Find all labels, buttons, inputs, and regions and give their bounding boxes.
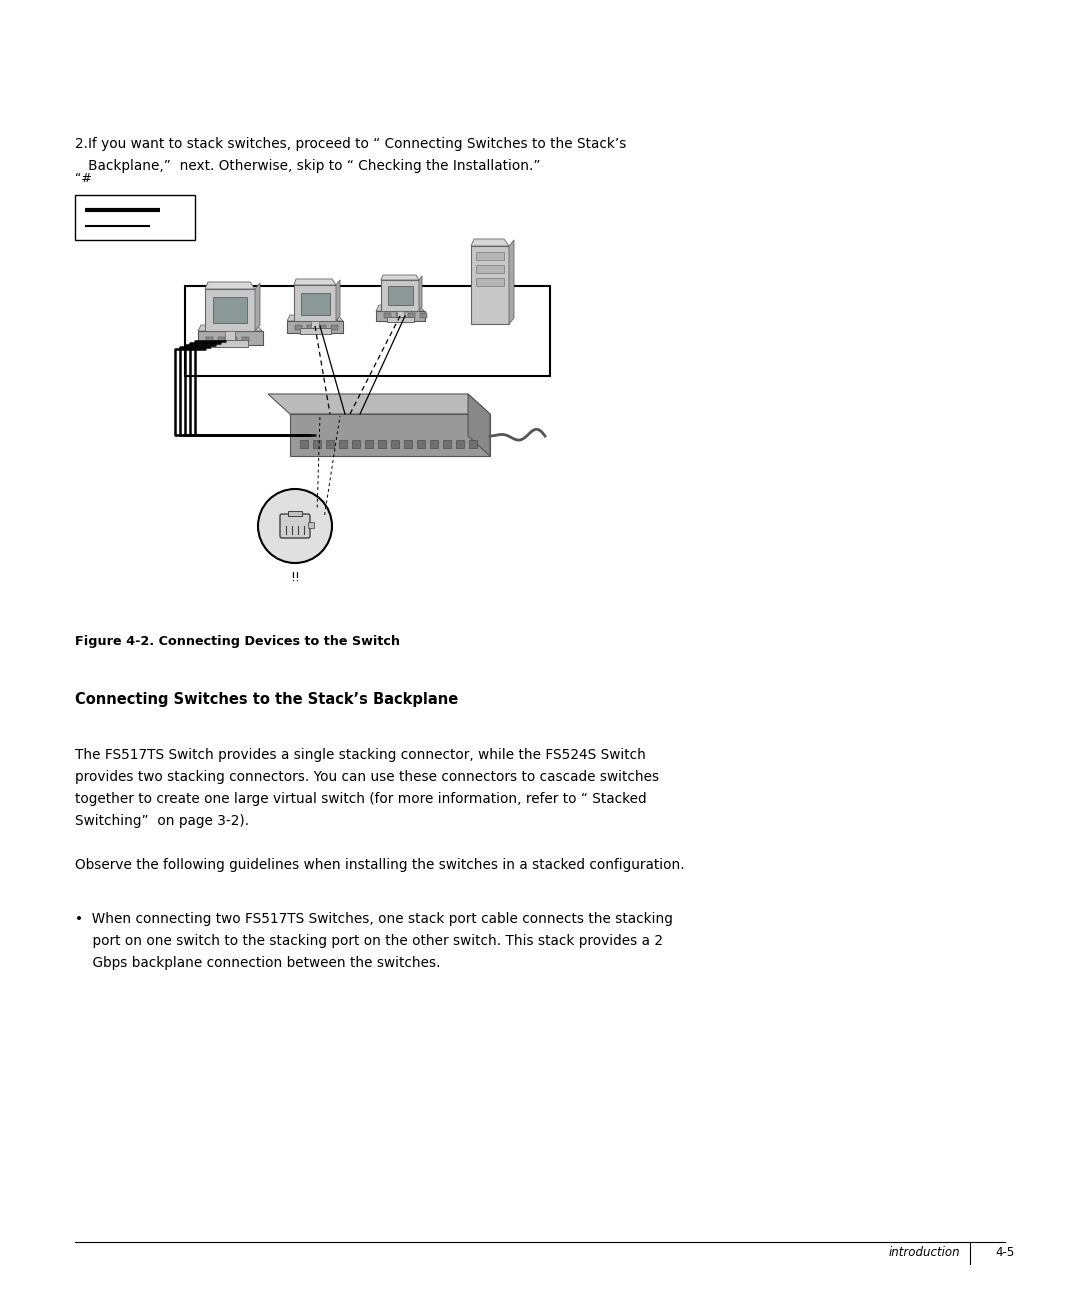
Circle shape xyxy=(258,489,332,562)
Bar xyxy=(213,297,247,323)
Bar xyxy=(295,325,302,330)
Bar xyxy=(456,441,464,448)
FancyBboxPatch shape xyxy=(205,289,255,330)
Bar xyxy=(319,325,326,330)
Polygon shape xyxy=(509,240,514,324)
Bar xyxy=(396,314,403,318)
Text: !!: !! xyxy=(291,572,300,584)
Polygon shape xyxy=(336,280,340,321)
Bar xyxy=(212,340,248,347)
Bar xyxy=(476,264,504,273)
FancyBboxPatch shape xyxy=(294,285,337,321)
Bar xyxy=(391,441,399,448)
Bar xyxy=(378,441,386,448)
Polygon shape xyxy=(268,394,490,413)
Bar xyxy=(352,441,360,448)
FancyBboxPatch shape xyxy=(280,515,310,538)
Text: “#: “# xyxy=(75,172,92,185)
Bar xyxy=(469,441,477,448)
Polygon shape xyxy=(381,275,419,280)
Polygon shape xyxy=(419,276,422,311)
Text: Figure 4-2. Connecting Devices to the Switch: Figure 4-2. Connecting Devices to the Sw… xyxy=(75,635,400,648)
FancyBboxPatch shape xyxy=(381,280,419,311)
Text: Backplane,”  next. Otherwise, skip to “ Checking the Installation.”: Backplane,” next. Otherwise, skip to “ C… xyxy=(75,159,540,172)
Text: introduction: introduction xyxy=(889,1245,960,1258)
Bar xyxy=(300,328,330,334)
Bar xyxy=(339,441,347,448)
Bar xyxy=(388,286,413,305)
Bar xyxy=(230,337,237,342)
Bar xyxy=(404,441,411,448)
Bar xyxy=(420,314,427,318)
Polygon shape xyxy=(185,286,550,376)
Bar xyxy=(326,441,334,448)
Text: Connecting Switches to the Stack’s Backplane: Connecting Switches to the Stack’s Backp… xyxy=(75,692,458,708)
Text: •  When connecting two FS517TS Switches, one stack port cable connects the stack: • When connecting two FS517TS Switches, … xyxy=(75,912,673,927)
Polygon shape xyxy=(376,305,424,311)
Polygon shape xyxy=(205,283,255,289)
Polygon shape xyxy=(468,394,490,456)
Bar xyxy=(300,441,308,448)
Bar xyxy=(225,330,235,340)
Polygon shape xyxy=(198,325,262,330)
Bar xyxy=(417,441,426,448)
Bar xyxy=(471,246,509,324)
Bar xyxy=(408,314,415,318)
Polygon shape xyxy=(471,238,509,246)
Polygon shape xyxy=(255,283,260,330)
Text: together to create one large virtual switch (for more information, refer to “ St: together to create one large virtual swi… xyxy=(75,792,647,806)
Bar xyxy=(218,337,225,342)
Text: port on one switch to the stacking port on the other switch. This stack provides: port on one switch to the stacking port … xyxy=(75,934,663,947)
Polygon shape xyxy=(287,315,343,321)
Text: Observe the following guidelines when installing the switches in a stacked confi: Observe the following guidelines when in… xyxy=(75,858,685,872)
Text: provides two stacking connectors. You can use these connectors to cascade switch: provides two stacking connectors. You ca… xyxy=(75,770,659,784)
Polygon shape xyxy=(294,279,336,285)
Bar xyxy=(313,441,321,448)
Bar xyxy=(311,321,319,328)
Bar xyxy=(291,413,490,456)
Bar xyxy=(443,441,451,448)
Text: Switching”  on page 3-2).: Switching” on page 3-2). xyxy=(75,814,249,828)
Bar xyxy=(198,330,264,345)
Bar xyxy=(288,511,302,516)
Bar xyxy=(206,337,213,342)
Bar xyxy=(387,318,414,321)
Bar xyxy=(476,251,504,260)
Bar xyxy=(365,441,373,448)
Text: 4-5: 4-5 xyxy=(996,1245,1014,1258)
Bar xyxy=(476,279,504,286)
Text: The FS517TS Switch provides a single stacking connector, while the FS524S Switch: The FS517TS Switch provides a single sta… xyxy=(75,748,646,762)
Bar xyxy=(330,325,338,330)
Bar xyxy=(430,441,438,448)
Bar xyxy=(242,337,249,342)
Bar xyxy=(376,311,426,321)
Polygon shape xyxy=(308,522,314,527)
Text: Gbps backplane connection between the switches.: Gbps backplane connection between the sw… xyxy=(75,956,441,969)
Bar xyxy=(384,314,391,318)
Bar xyxy=(301,293,330,315)
Bar xyxy=(307,325,314,330)
Bar xyxy=(75,194,195,240)
Bar xyxy=(397,311,404,318)
Text: 2.If you want to stack switches, proceed to “ Connecting Switches to the Stack’s: 2.If you want to stack switches, proceed… xyxy=(75,137,626,152)
Bar xyxy=(287,321,343,333)
